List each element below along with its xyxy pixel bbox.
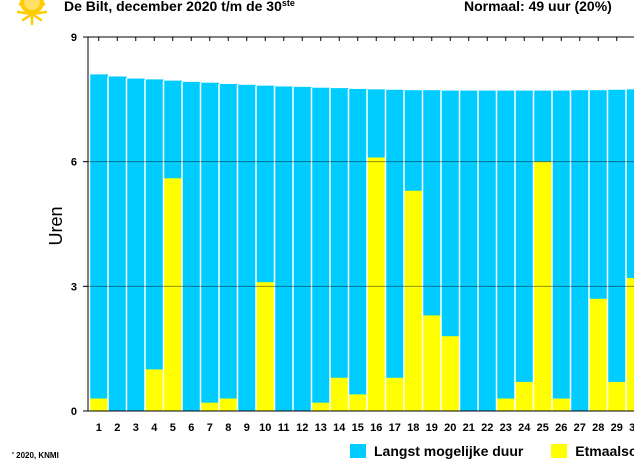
- x-tick-label: 9: [244, 422, 250, 434]
- max-bar-1: [89, 74, 108, 412]
- x-tick-label: 12: [296, 422, 308, 434]
- x-tick-label: 1: [96, 422, 102, 434]
- x-tick-label: 8: [225, 422, 231, 434]
- actual-bar-5: [163, 178, 182, 411]
- x-tick-label: 4: [151, 422, 158, 434]
- actual-bar-26: [552, 398, 571, 411]
- x-tick-label: 21: [463, 422, 475, 434]
- x-tick-label: 25: [537, 422, 549, 434]
- max-bar-17: [385, 89, 404, 411]
- max-bar-12: [293, 86, 312, 411]
- actual-bar-28: [589, 298, 608, 411]
- actual-bar-15: [348, 394, 367, 411]
- max-bar-14: [330, 88, 349, 411]
- actual-bar-17: [385, 377, 404, 411]
- actual-bar-8: [219, 398, 238, 411]
- max-bar-9: [237, 84, 256, 412]
- x-tick-label: 14: [333, 422, 346, 434]
- max-bar-15: [348, 88, 367, 411]
- x-tick-label: 22: [481, 422, 493, 434]
- legend-label-actual: Etmaalsom: [575, 443, 634, 459]
- actual-bar-23: [496, 398, 515, 411]
- max-bar-6: [182, 81, 201, 411]
- x-tick-label: 11: [278, 422, 290, 434]
- sun-icon: [8, 0, 56, 37]
- y-tick-label: 9: [71, 32, 77, 44]
- gridlines: [88, 161, 634, 287]
- y-tick-label: 0: [71, 406, 77, 418]
- x-tick-label: 2: [114, 422, 120, 434]
- x-tick-label: 30: [629, 422, 634, 434]
- max-bar-20: [441, 90, 460, 412]
- max-bar-3: [126, 78, 145, 412]
- legend: Langst mogelijke duur Etmaalsom: [350, 443, 634, 461]
- actual-bar-13: [311, 402, 330, 411]
- max-bar-23: [496, 90, 515, 412]
- x-tick-label: 27: [574, 422, 586, 434]
- legend-label-max: Langst mogelijke duur: [374, 443, 524, 459]
- max-bar-27: [570, 90, 589, 412]
- x-tick-label: 17: [389, 422, 401, 434]
- x-tick-label: 26: [555, 422, 567, 434]
- actual-bar-7: [200, 402, 219, 411]
- legend-item-max: Langst mogelijke duur: [350, 443, 523, 459]
- chart-title: De Bilt, december 2020 t/m de 30ste: [64, 0, 295, 14]
- x-tick-labels: 1 2 3 4 5 6 7 8 9 10 11 12 13 14 15 16 17 18 19 20 21 22 23 24 2…: [96, 422, 634, 434]
- actual-bar-1: [89, 398, 108, 411]
- x-tick-label: 5: [170, 422, 176, 434]
- max-bar-11: [274, 86, 293, 411]
- x-tick-label: 18: [407, 422, 419, 434]
- actual-bar-24: [515, 381, 534, 411]
- actual-bar-29: [607, 381, 626, 411]
- max-bar-24: [515, 90, 534, 412]
- actual-bar-19: [422, 315, 441, 411]
- x-tick-label: 19: [426, 422, 438, 434]
- bar-separators: [88, 74, 627, 411]
- actual-bar-30: [626, 278, 634, 411]
- x-tick-label: 24: [518, 422, 531, 434]
- x-tick-label: 7: [207, 422, 213, 434]
- max-bar-8: [219, 83, 238, 412]
- axes: [83, 36, 634, 412]
- y-tick-labels: 0 3 6 9: [71, 32, 77, 418]
- max-bar-22: [478, 90, 497, 412]
- actual-bar-14: [330, 377, 349, 411]
- x-tick-label: 28: [592, 422, 604, 434]
- y-tick-label: 3: [71, 281, 77, 293]
- actual-sunshine-bars: [89, 157, 634, 411]
- x-tick-label: 20: [444, 422, 456, 434]
- legend-swatch-actual: [551, 444, 568, 458]
- x-tick-label: 29: [611, 422, 623, 434]
- actual-bar-20: [441, 336, 460, 411]
- max-duration-bars: [89, 74, 634, 412]
- y-axis-label: Uren: [46, 206, 66, 245]
- x-tick-label: 3: [133, 422, 139, 434]
- x-tick-label: 23: [500, 422, 512, 434]
- actual-bar-18: [404, 190, 423, 411]
- max-bar-2: [108, 76, 127, 411]
- normal-value: Normaal: 49 uur (20%): [464, 0, 612, 14]
- legend-item-actual: Etmaalsom: [551, 443, 634, 459]
- x-tick-label: 16: [370, 422, 382, 434]
- x-tick-label: 15: [352, 422, 364, 434]
- max-bar-21: [459, 90, 478, 412]
- max-bar-7: [200, 82, 219, 411]
- max-bar-4: [145, 79, 164, 412]
- actual-bar-4: [145, 369, 164, 411]
- x-tick-label: 6: [188, 422, 194, 434]
- max-bar-26: [552, 90, 571, 412]
- max-bar-30: [626, 89, 634, 412]
- max-bar-13: [311, 87, 330, 411]
- x-tick-label: 13: [315, 422, 327, 434]
- actual-bar-10: [256, 282, 275, 411]
- legend-swatch-max: [350, 444, 366, 458]
- y-tick-label: 6: [71, 157, 77, 169]
- max-bar-29: [607, 89, 626, 411]
- x-tick-label: 10: [259, 422, 271, 434]
- copyright-text: ' 2020, KNMI: [12, 451, 59, 460]
- actual-bar-16: [367, 157, 386, 411]
